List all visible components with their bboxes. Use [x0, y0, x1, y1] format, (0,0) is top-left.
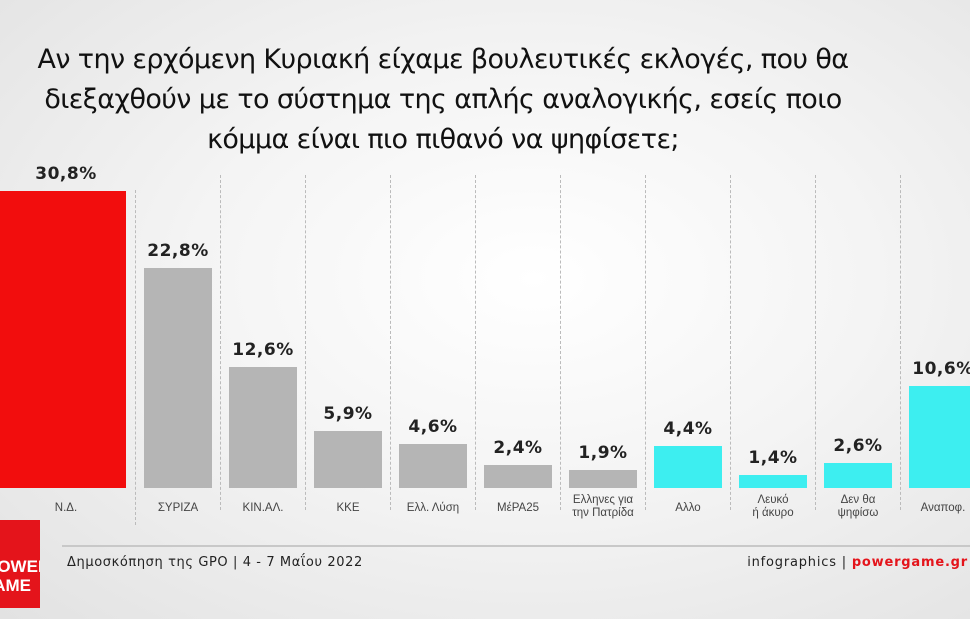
bar	[399, 443, 467, 488]
value-label: 4,4%	[663, 418, 713, 439]
category-label-line: ψηφίσω	[837, 507, 879, 519]
category-label-line: Δεν θα	[840, 494, 876, 506]
category-label: Ελληνες για την Πατρίδα	[558, 494, 648, 520]
category-label: ΚΚΕ	[303, 502, 393, 515]
bar-chart: 30,8% Ν.Δ. 22,8% ΣΥΡΙΖΑ 12,6% ΚΙΝ.ΑΛ. 5,9% ΚΚΕ 4…	[0, 164, 970, 525]
separator	[305, 175, 306, 510]
bar	[0, 191, 126, 488]
category-label-line: Ελληνες για	[572, 494, 634, 506]
separator	[815, 175, 816, 510]
category-label-line: την Πατρίδα	[572, 507, 634, 519]
category-label: Αλλο	[643, 502, 733, 515]
bar	[739, 474, 807, 488]
separator	[645, 175, 646, 510]
separator	[135, 190, 136, 525]
chart-title: Αν την ερχόμενη Κυριακή είχαμε βουλευτικ…	[0, 40, 970, 160]
category-label: Δεν θα ψηφίσω	[813, 494, 903, 520]
value-label: 2,4%	[493, 437, 543, 458]
separator	[220, 175, 221, 510]
category-label-line: ή άκυρο	[752, 507, 794, 519]
category-label-line: Αλλο	[675, 502, 701, 514]
value-label: 12,6%	[232, 339, 294, 360]
category-label-line: ΚΚΕ	[336, 502, 360, 514]
separator	[730, 175, 731, 510]
title-line: διεξαχθούν με το σύστημα της απλής αναλο…	[44, 84, 842, 115]
title-line: Αν την ερχόμενη Κυριακή είχαμε βουλευτικ…	[37, 44, 849, 75]
bar	[824, 462, 892, 488]
bar	[314, 431, 382, 488]
category-label: Ν.Δ.	[21, 502, 111, 515]
separator	[390, 175, 391, 510]
bar	[654, 445, 722, 488]
value-label: 30,8%	[35, 164, 97, 185]
value-label: 10,6%	[912, 358, 970, 379]
category-label-line: Αναποφ.	[920, 502, 966, 514]
category-label: ΣΥΡΙΖΑ	[133, 502, 223, 515]
separator	[560, 175, 561, 510]
bar	[484, 464, 552, 488]
category-label-line: Λευκό	[757, 494, 789, 506]
credit: infographics | powergame.gr	[747, 555, 968, 570]
separator	[475, 175, 476, 510]
credit-prefix: infographics |	[747, 555, 852, 570]
logo-text: GAME	[0, 576, 31, 595]
footer-divider	[62, 545, 970, 547]
category-label: ΜέΡΑ25	[473, 502, 563, 515]
logo-text: POWER	[0, 557, 40, 576]
category-label: Λευκό ή άκυρο	[728, 494, 818, 520]
value-label: 22,8%	[147, 241, 209, 262]
category-label-line: ΚΙΝ.ΑΛ.	[242, 502, 284, 514]
category-label-line: ΣΥΡΙΖΑ	[157, 502, 199, 514]
value-label: 2,6%	[833, 435, 883, 456]
category-label: Αναποφ.	[898, 502, 970, 515]
site-link[interactable]: powergame.gr	[851, 555, 968, 570]
value-label: 1,9%	[578, 442, 628, 463]
bar	[569, 469, 637, 488]
category-label: ΚΙΝ.ΑΛ.	[218, 502, 308, 515]
powergame-logo: POWER GAME	[0, 520, 40, 608]
value-label: 4,6%	[408, 416, 458, 437]
category-label-line: Ελλ. Λύση	[406, 502, 460, 514]
separator	[900, 175, 901, 510]
value-label: 5,9%	[323, 404, 373, 425]
bar	[909, 385, 970, 488]
bar	[144, 268, 212, 488]
title-line: κόμμα είναι πιο πιθανό να ψηφίσετε;	[207, 124, 679, 155]
poll-source: Δημοσκόπηση της GPO | 4 - 7 Μαΐου 2022	[67, 555, 363, 570]
category-label-line: ΜέΡΑ25	[497, 502, 539, 514]
bar	[229, 366, 297, 488]
value-label: 1,4%	[748, 447, 798, 468]
category-label: Ελλ. Λύση	[388, 502, 478, 515]
category-label-line: Ν.Δ.	[54, 502, 78, 514]
